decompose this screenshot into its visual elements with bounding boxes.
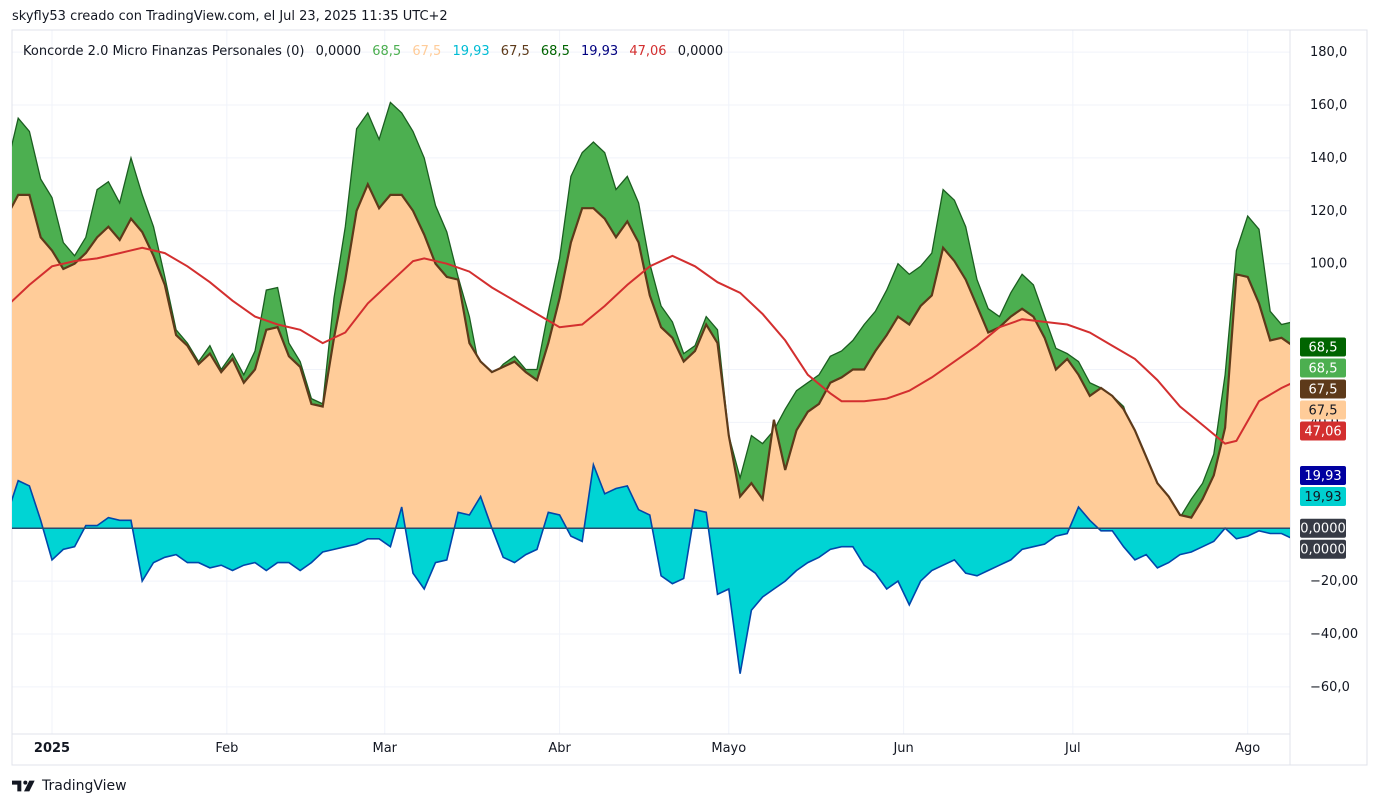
blue-line xyxy=(12,461,1290,674)
legend-value: 0,0000 xyxy=(315,44,362,59)
legend-value: 68,5 xyxy=(372,44,402,59)
legend-value: 67,5 xyxy=(500,44,530,59)
last-value-badge xyxy=(1300,539,1346,559)
x-tick-label: Jul xyxy=(1064,741,1081,756)
legend-value: 19,93 xyxy=(452,44,490,59)
legend-value: 0,0000 xyxy=(677,44,724,59)
last-value-text: 0,0000 xyxy=(1300,543,1346,558)
y-tick-label: −60,0 xyxy=(1310,680,1350,695)
x-tick-label: Ago xyxy=(1235,741,1260,756)
last-value-badge xyxy=(1300,358,1346,378)
y-tick-label: −20,00 xyxy=(1310,574,1358,589)
brown-line xyxy=(12,181,1290,519)
average-line xyxy=(12,246,1290,445)
last-value-text: 19,93 xyxy=(1304,490,1341,505)
last-value-text: 0,0000 xyxy=(1300,522,1346,537)
last-value-text: 19,93 xyxy=(1304,469,1341,484)
chart-caption: skyfly53 creado con TradingView.com, el … xyxy=(12,9,448,24)
last-value-badge xyxy=(1300,518,1346,538)
x-axis: 2025 Feb Mar Abr Mayo Jun Jul Ago xyxy=(34,741,1260,756)
indicator-title: Koncorde 2.0 Micro Finanzas Personales (… xyxy=(23,44,305,59)
last-value-badge xyxy=(1300,400,1346,420)
x-tick-label: Mar xyxy=(372,741,397,756)
last-value-text: 68,5 xyxy=(1309,341,1338,356)
y-tick-label: −40,00 xyxy=(1310,627,1358,642)
last-value-labels: 68,5 68,5 67,5 67,5 47,06 19,93 19,93 0,0000 0,0… xyxy=(1300,337,1346,559)
y-tick-label: 120,0 xyxy=(1310,204,1347,219)
legend-value: 67,5 xyxy=(412,44,442,59)
last-value-badge xyxy=(1300,337,1346,357)
tradingview-logo-icon xyxy=(12,780,35,792)
last-value-badge xyxy=(1300,486,1346,506)
last-value-badge xyxy=(1300,421,1346,441)
y-tick-label: 180,0 xyxy=(1310,45,1347,60)
x-tick-label: Jun xyxy=(892,741,913,756)
y-tick-label: 100,0 xyxy=(1310,257,1347,272)
y-tick-label: 160,0 xyxy=(1310,98,1347,113)
legend-value: 68,5 xyxy=(540,44,570,59)
footer-brand: TradingView xyxy=(12,778,127,794)
y-tick-label: 140,0 xyxy=(1310,151,1347,166)
x-tick-label: Abr xyxy=(548,741,571,756)
last-value-badge xyxy=(1300,379,1346,399)
indicator-legend[interactable]: Koncorde 2.0 Micro Finanzas Personales (… xyxy=(23,44,730,59)
last-value-text: 67,5 xyxy=(1309,383,1338,398)
last-value-text: 47,06 xyxy=(1304,425,1341,440)
last-value-badge xyxy=(1300,465,1346,485)
last-value-text: 68,5 xyxy=(1309,362,1338,377)
brand-name: TradingView xyxy=(42,778,127,794)
plot xyxy=(12,101,1290,674)
legend-value: 19,93 xyxy=(580,44,619,59)
x-tick-label: Mayo xyxy=(711,741,746,756)
green-line xyxy=(12,101,1290,519)
x-tick-label: Feb xyxy=(215,741,238,756)
last-value-text: 67,5 xyxy=(1309,404,1338,419)
x-tick-label: 2025 xyxy=(34,741,70,756)
legend-value: 47,06 xyxy=(629,44,667,59)
brown-area xyxy=(12,184,1290,529)
